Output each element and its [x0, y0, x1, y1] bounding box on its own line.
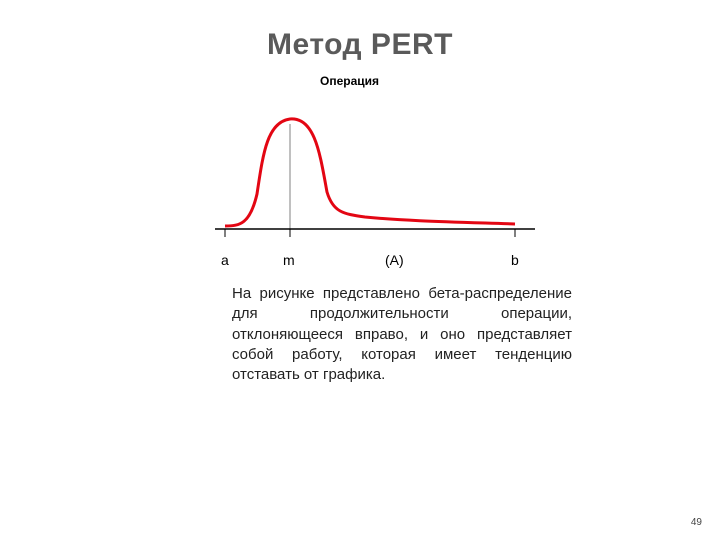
beta-distribution-chart: Операция a m (A) b [215, 74, 545, 264]
chart-top-label: Операция [320, 74, 379, 88]
chart-svg [215, 94, 535, 244]
axis-label-a: a [221, 252, 229, 268]
slide-title: Метод PERT [60, 28, 660, 62]
axis-label-b: b [511, 252, 519, 268]
axis-label-A: (A) [385, 252, 404, 268]
slide-container: Метод PERT Операция a m (A) b На рисунке… [0, 0, 720, 540]
axis-label-m: m [283, 252, 295, 268]
page-number: 49 [691, 517, 702, 528]
chart-curve [225, 119, 515, 226]
slide-description: На рисунке представлено бета-распределен… [232, 284, 572, 385]
